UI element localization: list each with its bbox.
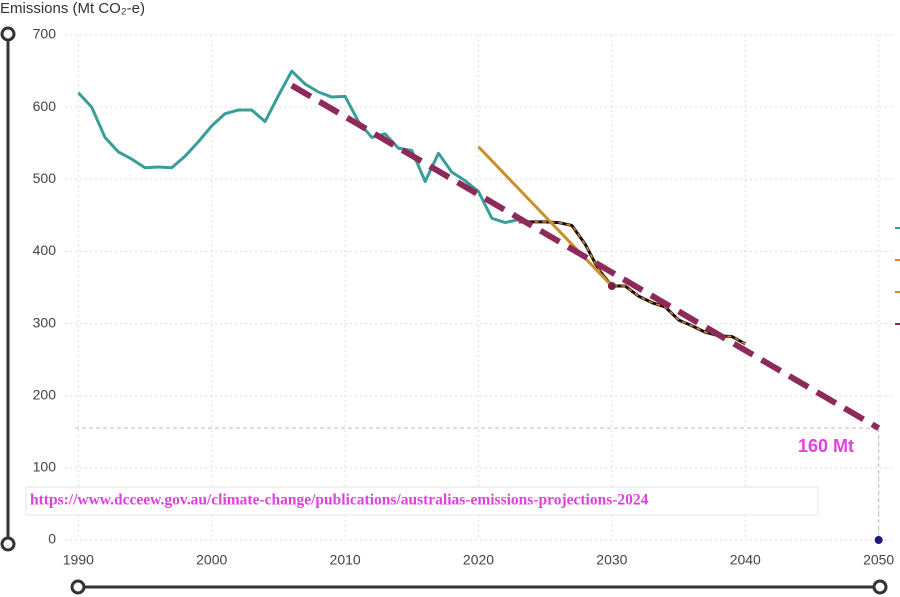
source-text: https://www.dcceew.gov.au/climate-change… xyxy=(30,492,649,509)
annotation: 160 Mt xyxy=(798,436,854,456)
x-tick-label: 2000 xyxy=(196,552,227,568)
x-tick-label: 2030 xyxy=(596,552,627,568)
x-tick-label: 2050 xyxy=(863,552,894,568)
slider-decoration xyxy=(0,26,888,595)
point xyxy=(607,282,616,291)
y-tick-label: 300 xyxy=(33,314,57,330)
series-line xyxy=(290,82,881,431)
y-tick-label: 100 xyxy=(33,459,57,475)
y-tick-label: 600 xyxy=(33,98,57,114)
series-line xyxy=(477,145,613,288)
y-tick-label: 400 xyxy=(33,242,57,258)
y-axis-title: Emissions (Mt CO₂-e) xyxy=(0,0,145,17)
y-tick-label: 0 xyxy=(48,531,56,547)
x-tick-label: 2020 xyxy=(463,552,494,568)
y-tick-label: 500 xyxy=(33,170,57,186)
y-tick-label: 200 xyxy=(33,386,57,402)
series-line xyxy=(77,69,519,225)
series-line-overlay xyxy=(518,221,746,345)
y-tick-label: 700 xyxy=(33,26,57,42)
source-box xyxy=(25,486,819,516)
x-tick-label: 2010 xyxy=(330,552,361,568)
point xyxy=(874,536,883,544)
x-tick-label: 1990 xyxy=(63,552,94,568)
x-tick-label: 2040 xyxy=(730,552,761,568)
